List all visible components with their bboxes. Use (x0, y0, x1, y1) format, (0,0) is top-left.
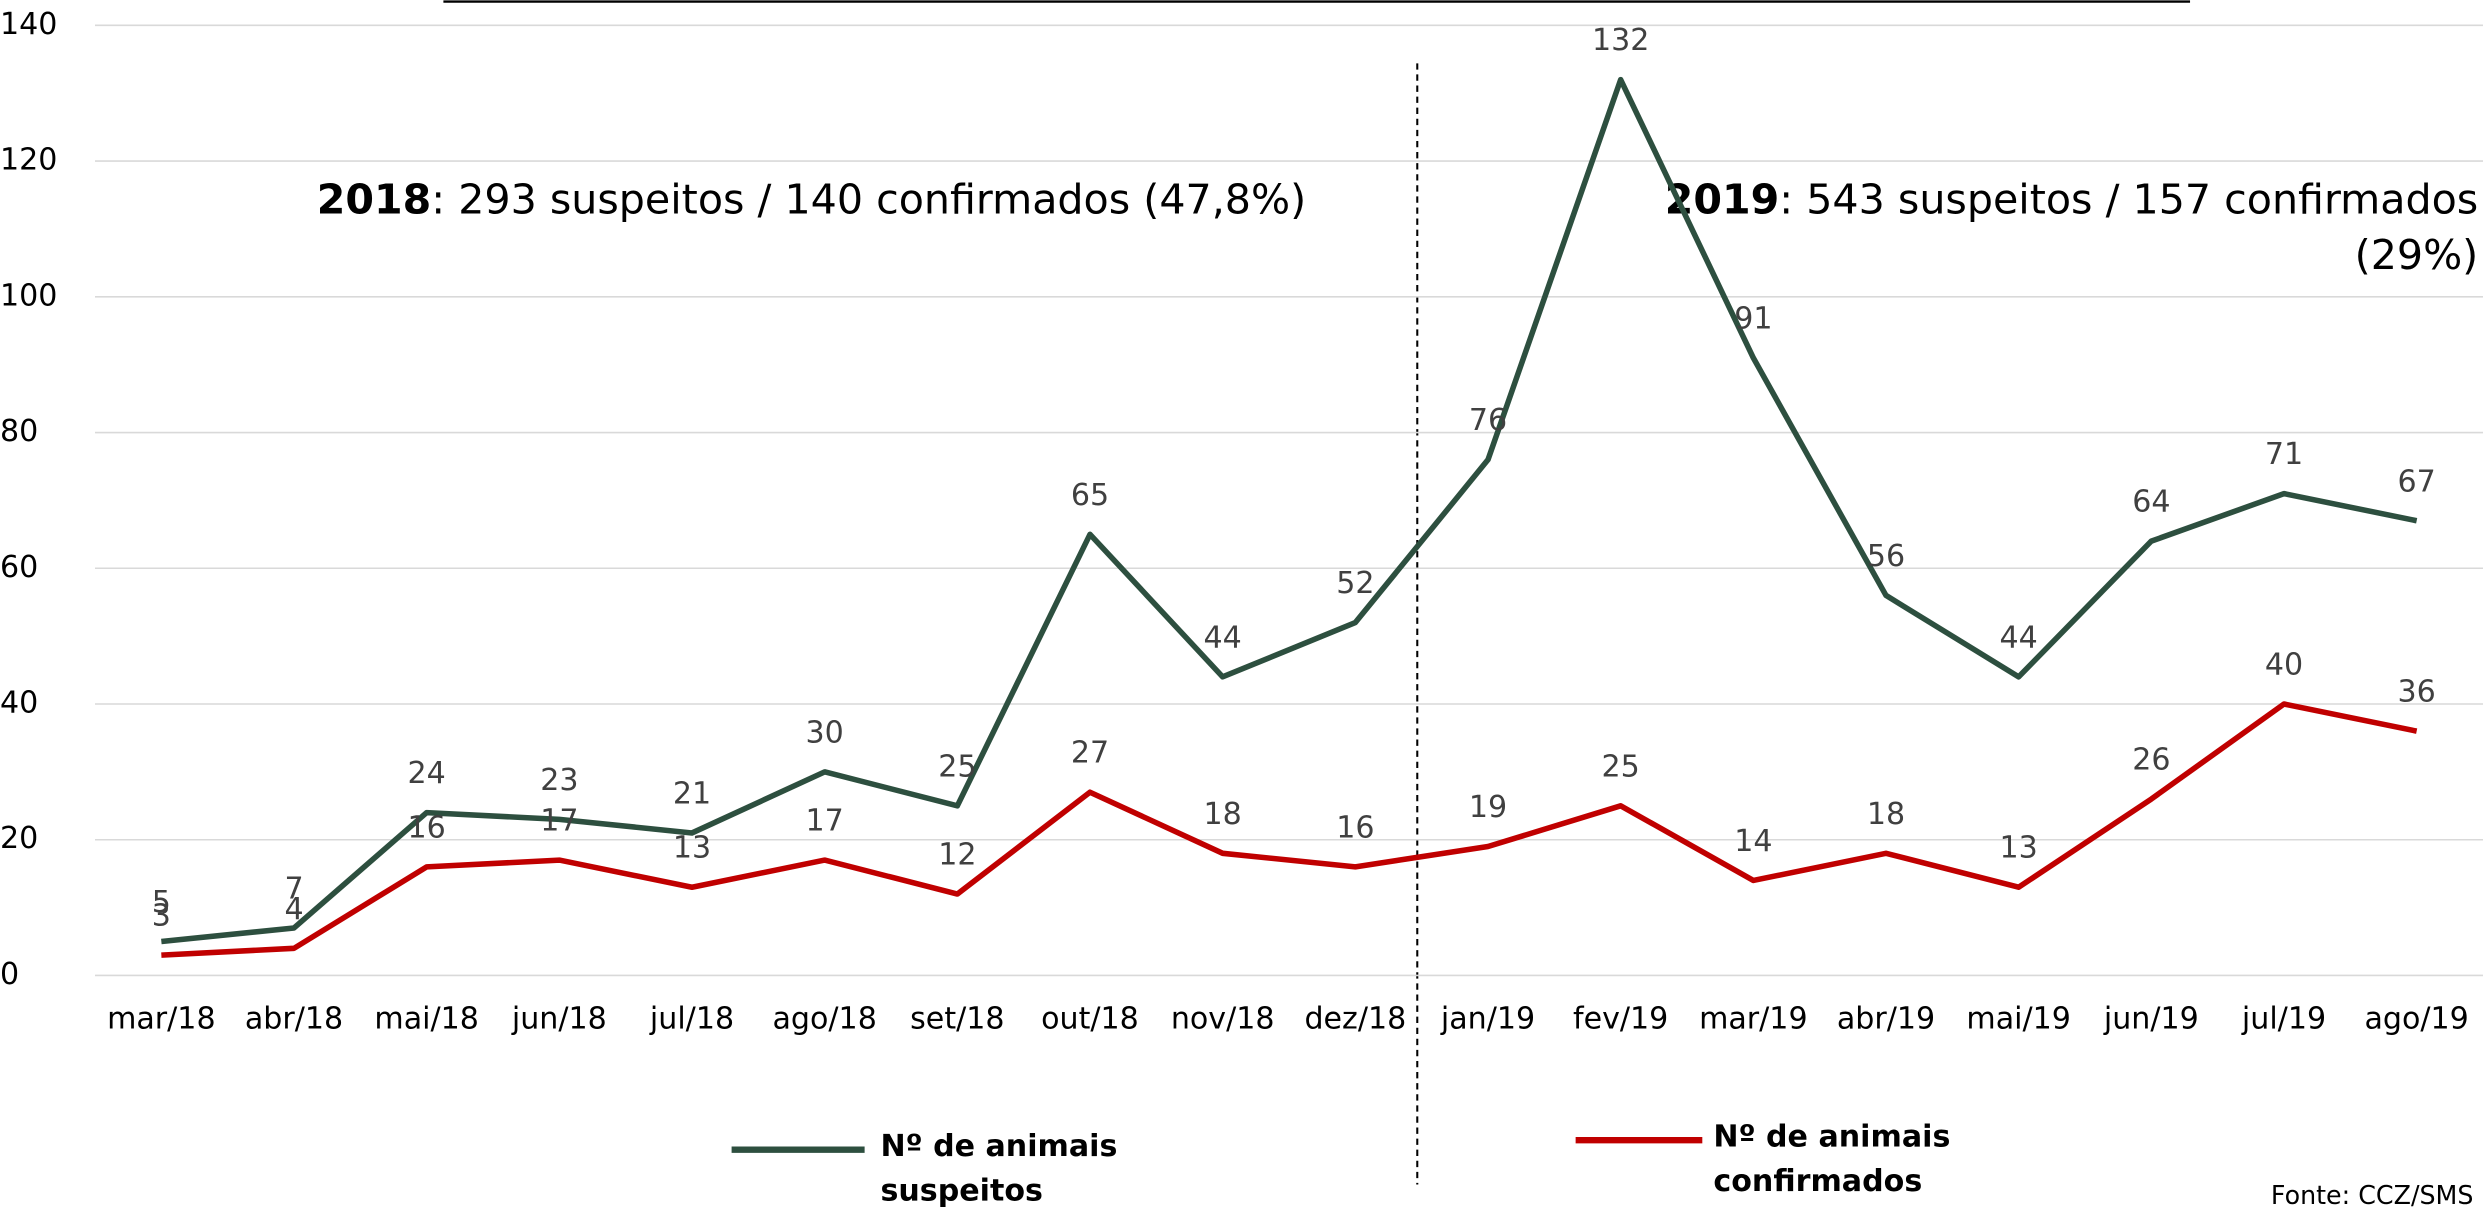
legend-item: Nº de animais suspeitos (880, 1129, 1118, 1209)
data-label: 30 (806, 715, 844, 750)
data-label: 91 (1734, 301, 1772, 336)
data-label: 17 (806, 804, 844, 839)
y-tick-label: 40 (0, 686, 38, 721)
annotation-bold: 2019 (1665, 176, 1780, 224)
y-tick-label: 0 (0, 957, 19, 992)
data-label: 44 (2000, 620, 2038, 655)
series-line (161, 76, 2418, 945)
data-label: 19 (1469, 790, 1507, 825)
x-tick-label: set/18 (910, 1001, 1004, 1036)
data-label: 40 (2265, 647, 2303, 682)
data-label: 7 (284, 871, 303, 906)
annotation-continuation: (29%) (2355, 231, 2479, 279)
annotation-2018: 2018: 293 suspeitos / 140 confirmados (4… (317, 176, 1306, 224)
x-tick-label: mar/19 (1699, 1001, 1808, 1036)
series-line (161, 701, 2418, 958)
x-tick-label: fev/19 (1573, 1001, 1668, 1036)
x-tick-label: nov/18 (1171, 1001, 1275, 1036)
data-label: 21 (673, 776, 711, 811)
data-label: 52 (1336, 566, 1374, 601)
data-label: 23 (540, 763, 578, 798)
x-tick-label: mar/18 (107, 1001, 216, 1036)
data-label: 65 (1071, 478, 1109, 513)
data-label: 12 (938, 838, 976, 873)
x-tick-label: mai/19 (1966, 1001, 2071, 1036)
x-tick-label: out/18 (1041, 1001, 1139, 1036)
data-label: 71 (2265, 437, 2303, 472)
data-label: 132 (1592, 23, 1649, 58)
annotation-2019: 2019: 543 suspeitos / 157 confirmados (1665, 176, 2478, 224)
y-tick-label: 20 (0, 821, 38, 856)
data-label: 13 (2000, 831, 2038, 866)
y-tick-label: 80 (0, 414, 38, 449)
data-label: 27 (1071, 736, 1109, 771)
source: Fonte: CCZ/SMS (2271, 1180, 2474, 1210)
data-label: 25 (1602, 749, 1640, 784)
x-tick-label: mai/18 (374, 1001, 479, 1036)
data-label: 18 (1867, 797, 1905, 832)
data-label: 76 (1469, 403, 1507, 438)
x-tick-label: jul/19 (2241, 1001, 2326, 1036)
annotation-text: : 293 suspeitos / 140 confirmados (47,8%… (431, 176, 1306, 224)
y-tick-label: 140 (0, 7, 57, 42)
data-label: 44 (1204, 620, 1242, 655)
data-label: 67 (2398, 464, 2436, 499)
data-label: 13 (673, 831, 711, 866)
data-label: 26 (2132, 743, 2170, 778)
data-label: 24 (408, 756, 446, 791)
x-tick-label: abr/18 (245, 1001, 343, 1036)
y-tick-label: 120 (0, 143, 57, 178)
x-tick-label: jan/19 (1440, 1001, 1535, 1036)
y-tick-label: 100 (0, 278, 57, 313)
annotation-text: : 543 suspeitos / 157 confirmados (1779, 176, 2478, 224)
x-tick-label: jun/19 (2103, 1001, 2199, 1036)
x-tick-label: ago/18 (773, 1001, 877, 1036)
data-label: 64 (2132, 485, 2170, 520)
data-label: 14 (1734, 824, 1772, 859)
x-tick-label: jun/18 (511, 1001, 607, 1036)
x-tick-label: abr/19 (1837, 1001, 1935, 1036)
data-label: 17 (540, 804, 578, 839)
legend-item: Nº de animais confirmados (1713, 1119, 1951, 1199)
data-label: 18 (1204, 797, 1242, 832)
data-label: 4 (284, 892, 303, 927)
data-label: 36 (2398, 675, 2436, 710)
x-tick-label: dez/18 (1304, 1001, 1406, 1036)
data-label: 16 (1336, 810, 1374, 845)
legend-label: Nº de animais confirmados (1713, 1119, 1951, 1199)
y-tick-label: 60 (0, 550, 38, 585)
x-tick-label: ago/19 (2364, 1001, 2468, 1036)
legend-label: Nº de animais suspeitos (880, 1129, 1118, 1209)
data-label: 5 (152, 885, 171, 920)
annotation-bold: 2018 (317, 176, 432, 224)
x-tick-label: jul/18 (649, 1001, 734, 1036)
data-label: 16 (408, 810, 446, 845)
data-label: 25 (938, 749, 976, 784)
data-label: 56 (1867, 539, 1905, 574)
data-label: 3 (152, 899, 171, 934)
